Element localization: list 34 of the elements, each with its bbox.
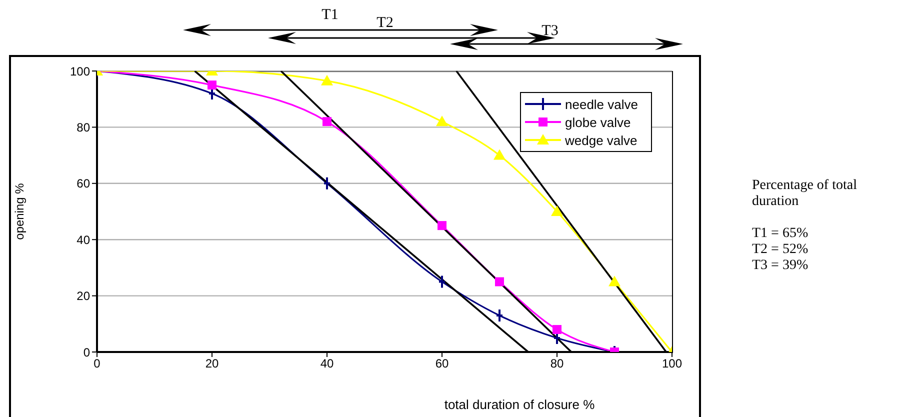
point (495, 277, 504, 286)
legend-label: needle valve (565, 96, 638, 112)
legend-label: wedge valve (565, 132, 638, 148)
point (322, 117, 332, 126)
y-axis-title: opening % (12, 182, 26, 240)
text: T2 = 52% (752, 242, 810, 258)
y-tick-label: 60 (76, 176, 90, 191)
point (552, 325, 562, 334)
y-tick-label: 20 (76, 289, 90, 304)
text: T2 (376, 15, 394, 31)
text: Percentage of total duration (752, 178, 858, 210)
text: T3 = 39% (752, 258, 810, 274)
x-axis-title: total duration of closure % (444, 397, 596, 412)
point (438, 221, 446, 230)
point (321, 74, 333, 86)
text: T3 (542, 23, 558, 39)
point (208, 80, 216, 90)
point (608, 276, 620, 286)
y-tick-label: 100 (70, 64, 90, 78)
x-tick-label: 20 (205, 356, 219, 371)
text: T1 = 65% (752, 226, 810, 242)
text: T1 (322, 7, 338, 23)
x-tick-label: 40 (320, 356, 334, 371)
x-tick-label: 100 (662, 356, 682, 371)
point (551, 206, 563, 216)
point (494, 149, 506, 160)
x-tick-label: 0 (94, 356, 101, 371)
x-tick-label: 80 (550, 356, 564, 371)
y-tick-label: 40 (76, 232, 90, 247)
point (436, 116, 448, 126)
y-tick-label: 0 (83, 345, 90, 360)
x-tick-label: 60 (435, 356, 449, 371)
legend-label: globe valve (565, 114, 631, 130)
y-tick-label: 80 (76, 120, 90, 134)
